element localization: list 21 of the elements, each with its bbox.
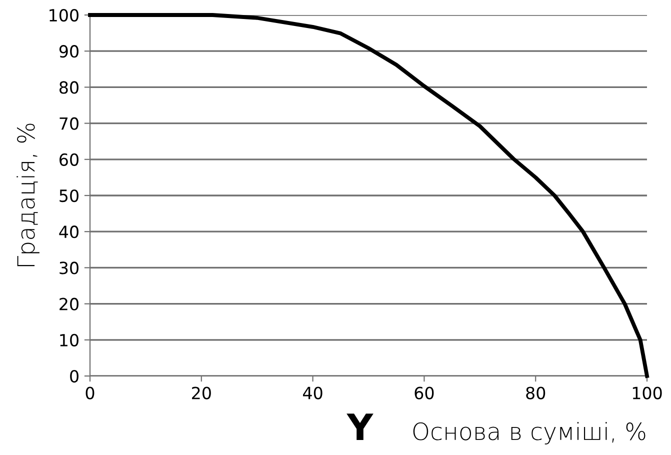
x-tick-label: 60 — [414, 386, 434, 400]
text: Y — [346, 414, 374, 440]
x-tick-label: 100 — [632, 386, 662, 400]
y-tick-label: 90 — [59, 45, 78, 58]
y-tick-label: 0 — [70, 370, 78, 383]
y-tick-label: 20 — [60, 298, 78, 310]
y-axis-title: Градація, % — [16, 124, 40, 266]
y-tick-label: 100 — [50, 8, 78, 22]
line-series — [88, 13, 649, 378]
y-tick-label: 50 — [60, 189, 78, 202]
x-tick-label: 40 — [303, 386, 322, 400]
x-axis-title: Основа в суміші, % — [413, 422, 646, 444]
y-tick-label: 30 — [60, 262, 78, 274]
y-tick-label: 40 — [59, 226, 78, 238]
x-tick-label: 20 — [192, 386, 211, 400]
x-tick-label: 80 — [526, 386, 546, 400]
y-tick-label: 70 — [60, 117, 78, 130]
y-tick-label: 60 — [60, 153, 78, 166]
x-tick-label: 0 — [86, 386, 94, 400]
y-tick-label: 80 — [60, 81, 78, 94]
y-tick-label: 10 — [60, 334, 78, 346]
